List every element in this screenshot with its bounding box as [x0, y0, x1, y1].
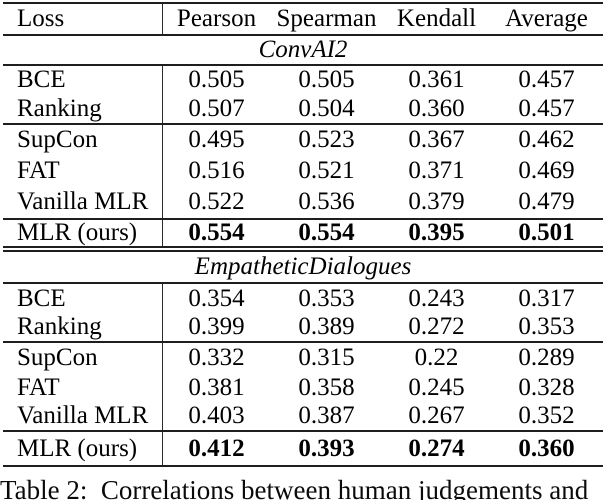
table-row: Ranking 0.399 0.389 0.272 0.353 — [3, 313, 603, 341]
row-label: SupCon — [3, 343, 163, 373]
row-label: Vanilla MLR — [3, 402, 163, 430]
row-label: FAT — [3, 373, 163, 402]
cell-spearman: 0.315 — [298, 344, 355, 371]
cell-average: 0.360 — [518, 434, 575, 462]
row-label: BCE — [3, 66, 163, 94]
cell-average: 0.289 — [518, 344, 575, 371]
cell-spearman: 0.389 — [298, 313, 355, 340]
section-row-convai2: ConvAI2 — [3, 34, 603, 64]
table-row: Ranking 0.507 0.504 0.360 0.457 — [3, 94, 603, 123]
cell-kendall: 0.272 — [408, 313, 465, 340]
cell-spearman: 0.504 — [298, 94, 355, 122]
cell-pearson: 0.507 — [188, 94, 245, 122]
table-row: Vanilla MLR 0.403 0.387 0.267 0.352 — [3, 402, 603, 430]
cell-average: 0.469 — [518, 156, 575, 184]
row-label: Ranking — [3, 313, 163, 341]
cell-pearson: 0.381 — [188, 373, 245, 401]
cell-spearman: 0.358 — [298, 373, 355, 401]
cell-pearson: 0.332 — [188, 344, 245, 371]
cell-kendall: 0.395 — [408, 220, 465, 246]
cell-pearson: 0.403 — [188, 402, 245, 429]
row-label: SupCon — [3, 125, 163, 155]
cell-pearson: 0.554 — [188, 220, 245, 246]
cell-pearson: 0.516 — [188, 156, 245, 184]
cell-kendall: 0.371 — [408, 156, 465, 184]
cell-average: 0.328 — [518, 373, 575, 401]
row-label: FAT — [3, 155, 163, 186]
cell-average: 0.353 — [518, 313, 575, 340]
cell-spearman: 0.523 — [298, 126, 355, 153]
table-row: FAT 0.381 0.358 0.245 0.328 — [3, 373, 603, 402]
section-row-empatheticdialogues: EmpatheticDialogues — [194, 253, 412, 280]
table-row: BCE 0.505 0.505 0.361 0.457 — [3, 64, 603, 94]
results-table: Loss Pearson Spearman Kendall Average Co… — [3, 2, 603, 467]
cell-average: 0.457 — [518, 66, 575, 93]
cell-average: 0.462 — [518, 126, 575, 153]
col-header-average: Average — [505, 5, 588, 32]
cell-spearman: 0.536 — [298, 188, 355, 215]
row-label: MLR (ours) — [3, 220, 163, 246]
cell-spearman: 0.393 — [298, 434, 355, 462]
cell-kendall: 0.274 — [408, 434, 465, 462]
cell-average: 0.317 — [518, 284, 575, 312]
cell-kendall: 0.360 — [408, 94, 465, 122]
cell-kendall: 0.243 — [408, 284, 465, 312]
col-header-pearson: Pearson — [176, 5, 257, 32]
cell-average: 0.479 — [518, 188, 575, 215]
row-label: MLR (ours) — [3, 432, 163, 465]
table-row: SupCon 0.332 0.315 0.22 0.289 — [3, 341, 603, 373]
table-row-ours: MLR (ours) 0.554 0.554 0.395 0.501 — [3, 218, 603, 246]
col-header-kendall: Kendall — [396, 5, 477, 32]
cell-average: 0.457 — [518, 94, 575, 122]
cell-spearman: 0.353 — [298, 284, 355, 312]
header-row: Loss Pearson Spearman Kendall Average — [3, 4, 603, 34]
row-label: BCE — [3, 284, 163, 313]
table-row: SupCon 0.495 0.523 0.367 0.462 — [3, 123, 603, 155]
cell-kendall: 0.22 — [414, 344, 459, 371]
cell-spearman: 0.554 — [298, 220, 355, 246]
cell-average: 0.352 — [518, 402, 575, 429]
table-row: FAT 0.516 0.521 0.371 0.469 — [3, 155, 603, 186]
cell-kendall: 0.361 — [408, 66, 465, 93]
cell-kendall: 0.267 — [408, 402, 465, 429]
cell-spearman: 0.521 — [298, 156, 355, 184]
cell-pearson: 0.399 — [188, 313, 245, 340]
cell-kendall: 0.379 — [408, 188, 465, 215]
cell-pearson: 0.505 — [188, 66, 245, 93]
table-row-ours: MLR (ours) 0.412 0.393 0.274 0.360 — [3, 430, 603, 465]
col-header-spearman: Spearman — [276, 5, 377, 32]
cell-pearson: 0.522 — [188, 188, 245, 215]
section-divider — [3, 246, 603, 252]
table-row: Vanilla MLR 0.522 0.536 0.379 0.479 — [3, 186, 603, 218]
row-label: Ranking — [3, 94, 163, 123]
cell-spearman: 0.505 — [298, 66, 355, 93]
cell-spearman: 0.387 — [298, 402, 355, 429]
table-row: BCE 0.354 0.353 0.243 0.317 — [3, 282, 603, 313]
cell-average: 0.501 — [518, 220, 575, 246]
cell-pearson: 0.495 — [188, 126, 245, 153]
cell-pearson: 0.354 — [188, 284, 245, 312]
table-caption: Table 2: Correlations between human judg… — [0, 475, 589, 500]
row-label: Vanilla MLR — [3, 186, 163, 218]
col-header-loss: Loss — [3, 4, 163, 34]
cell-kendall: 0.245 — [408, 373, 465, 401]
cell-pearson: 0.412 — [188, 434, 245, 462]
cell-kendall: 0.367 — [408, 126, 465, 153]
